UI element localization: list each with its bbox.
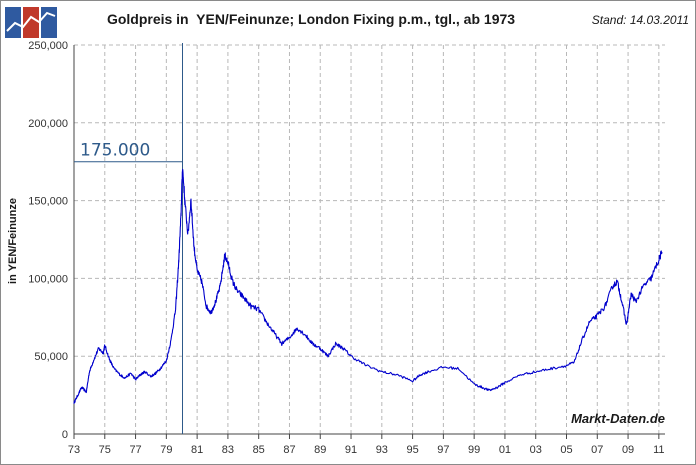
x-tick-label: 77 xyxy=(129,444,141,456)
x-tick-label: 03 xyxy=(530,444,542,456)
x-tick-label: 85 xyxy=(253,444,265,456)
x-tick-label: 83 xyxy=(222,444,234,456)
y-tick-label: 200,000 xyxy=(28,118,68,130)
x-tick-label: 79 xyxy=(160,444,172,456)
y-tick-label: 150,000 xyxy=(28,196,68,208)
x-tick-label: 09 xyxy=(622,444,634,456)
x-tick-label: 95 xyxy=(406,444,418,456)
y-tick-label: 50,000 xyxy=(34,351,68,363)
x-tick-label: 81 xyxy=(191,444,203,456)
x-tick-label: 99 xyxy=(468,444,480,456)
y-tick-label: 0 xyxy=(62,429,68,441)
chart-title: Goldpreis in YEN/Feinunze; London Fixing… xyxy=(106,11,516,27)
series-line xyxy=(73,168,663,404)
x-tick-label: 93 xyxy=(376,444,388,456)
x-tick-label: 91 xyxy=(345,444,357,456)
x-tick-label: 11 xyxy=(653,444,664,456)
x-tick-label: 75 xyxy=(99,444,111,456)
x-tick-label: 07 xyxy=(591,444,603,456)
x-tick-label: 73 xyxy=(68,444,80,456)
x-tick-label: 89 xyxy=(314,444,326,456)
stand-date: Stand: 14.03.2011 xyxy=(591,13,689,27)
y-tick-label: 100,000 xyxy=(28,273,68,285)
annotation-label: 175.000 xyxy=(80,141,150,161)
x-tick-label: 97 xyxy=(437,444,449,456)
x-tick-label: 05 xyxy=(560,444,572,456)
logo-tile-middle xyxy=(23,7,39,38)
watermark: Markt-Daten.de xyxy=(571,411,665,426)
x-tick-label: 01 xyxy=(499,444,511,456)
logo-trend-line xyxy=(6,11,56,32)
y-tick-label: 250,000 xyxy=(28,40,68,52)
logo-icon xyxy=(5,7,57,38)
x-tick-label: 87 xyxy=(283,444,295,456)
